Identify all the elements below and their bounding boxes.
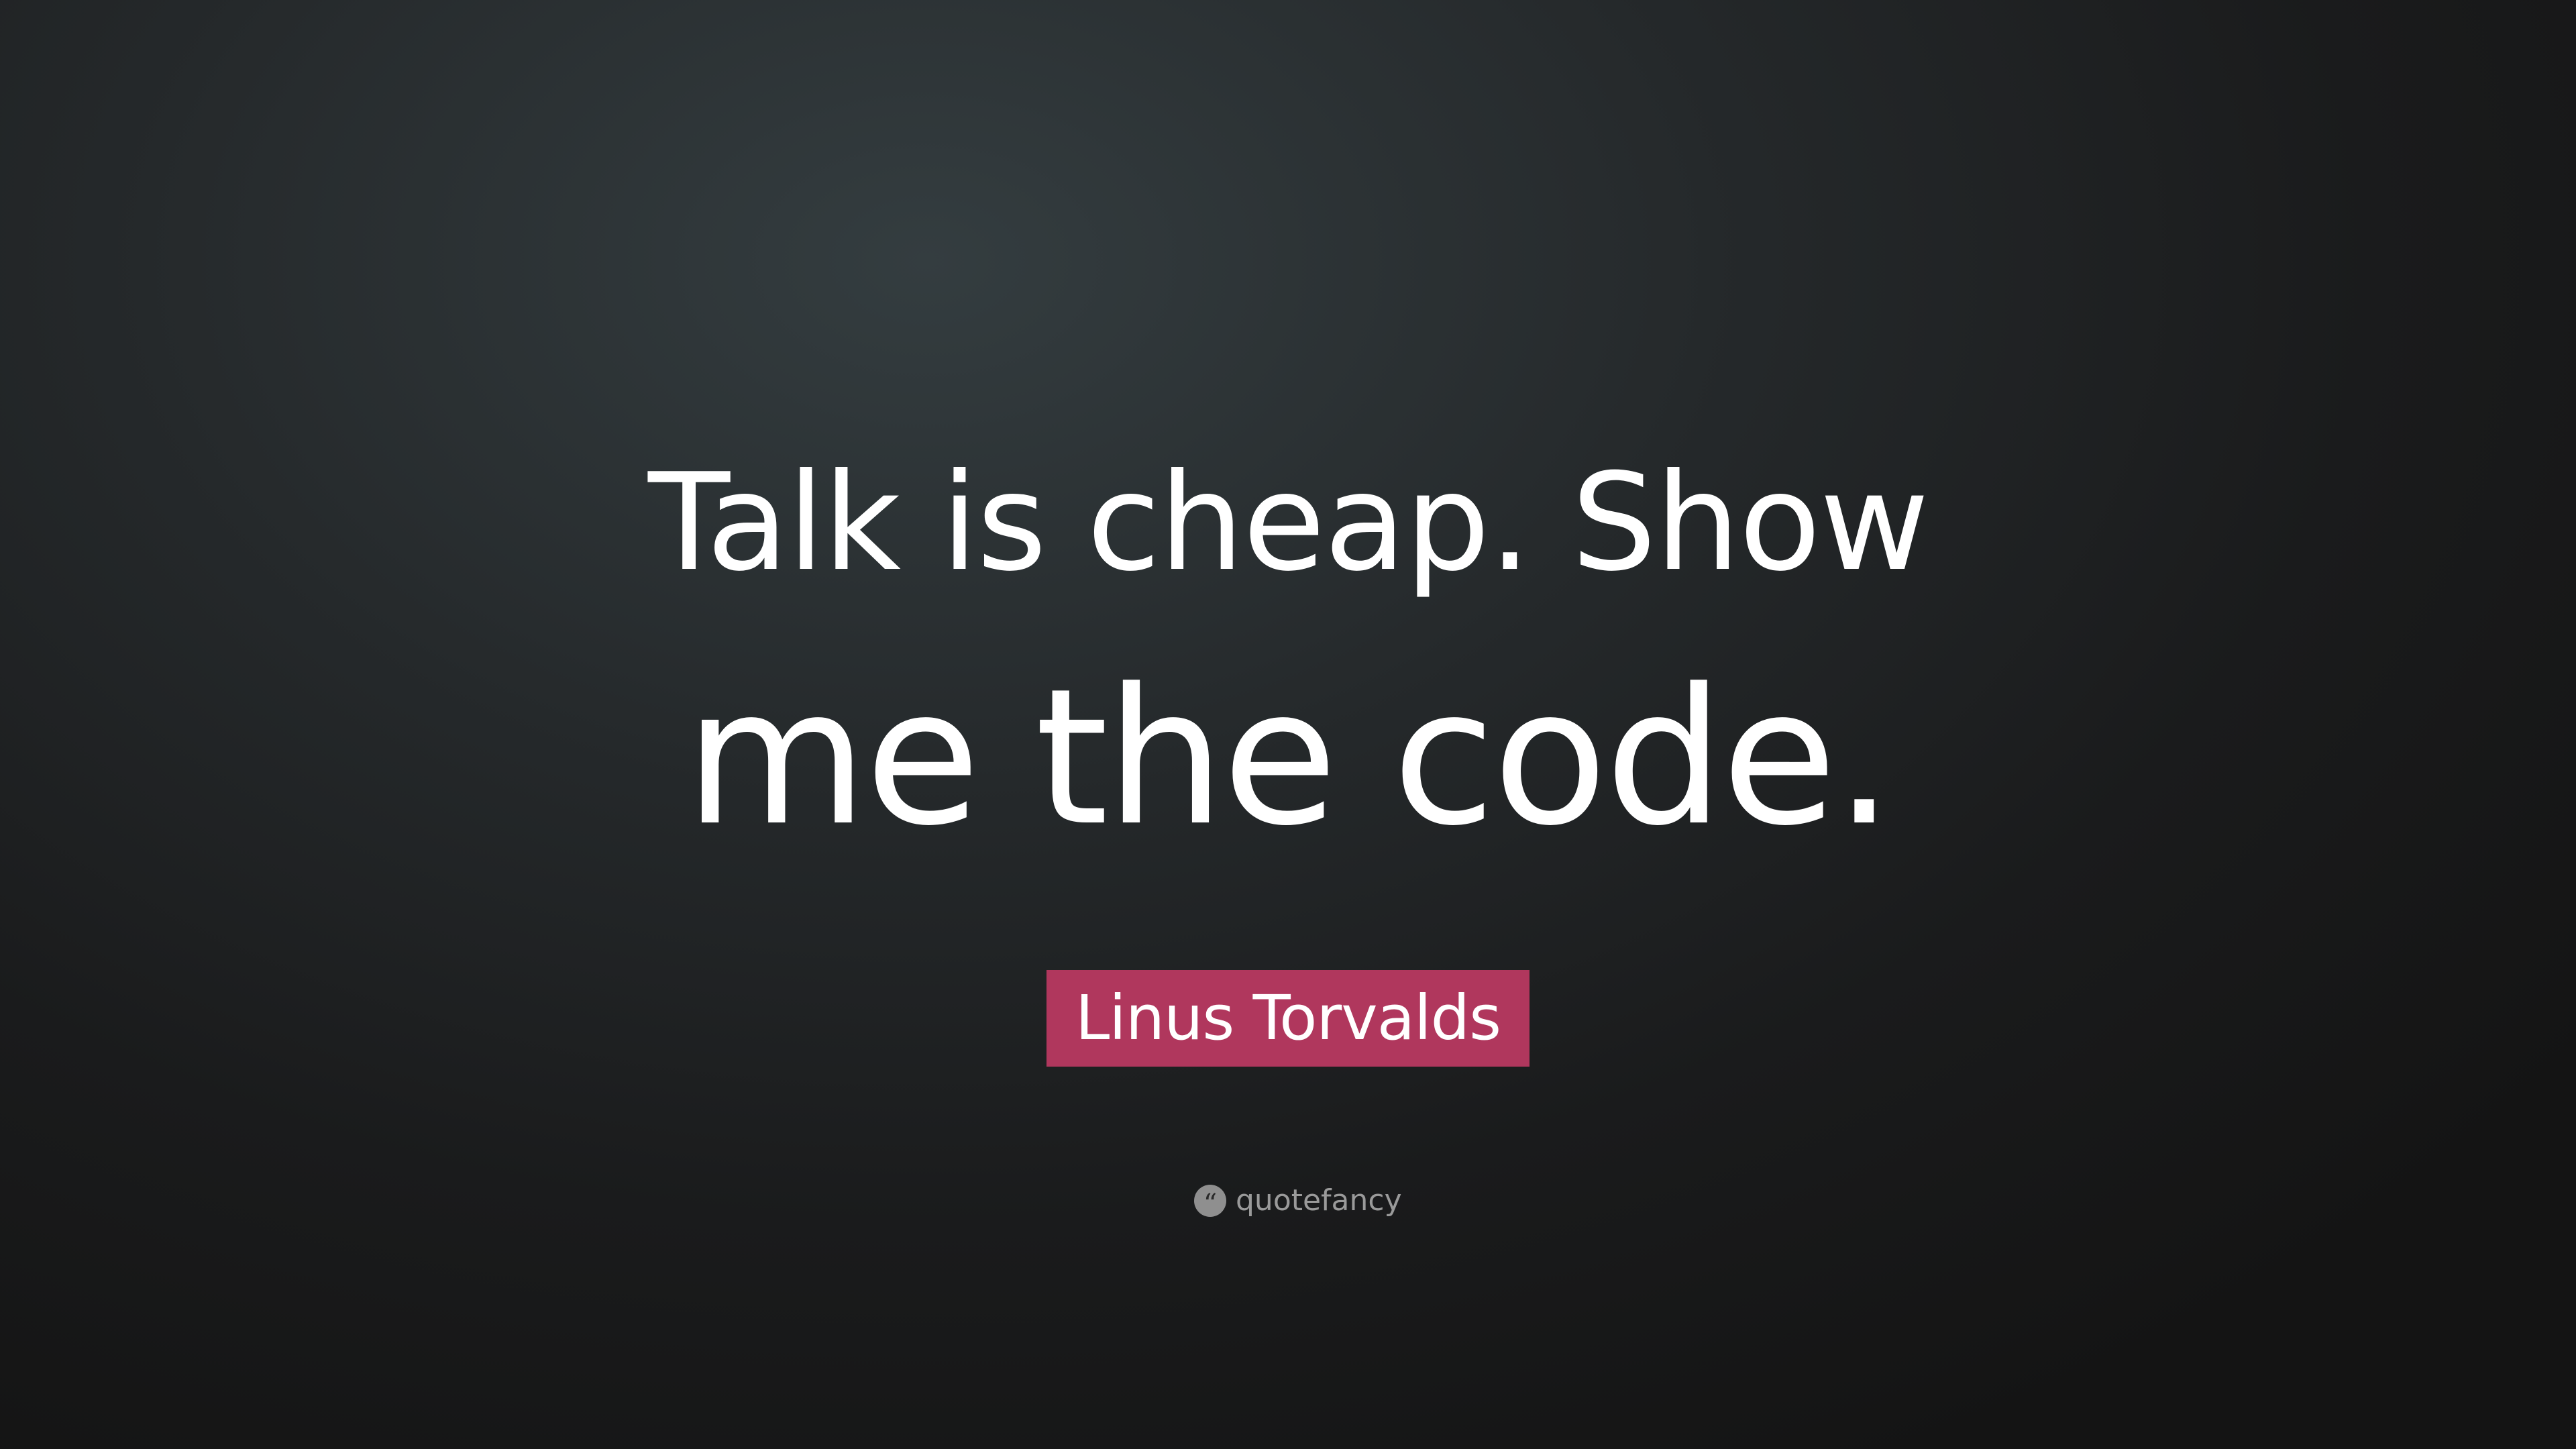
quote-text-line-1: Talk is cheap. Show <box>648 445 1929 601</box>
quote-text-line-2: me the code. <box>684 649 1894 867</box>
quote-marks-icon: “ <box>1194 1185 1226 1220</box>
brand-watermark: “ quotefancy <box>1194 1182 1402 1220</box>
brand-name: quotefancy <box>1236 1183 1402 1218</box>
author-badge: Linus Torvalds <box>1046 970 1529 1067</box>
